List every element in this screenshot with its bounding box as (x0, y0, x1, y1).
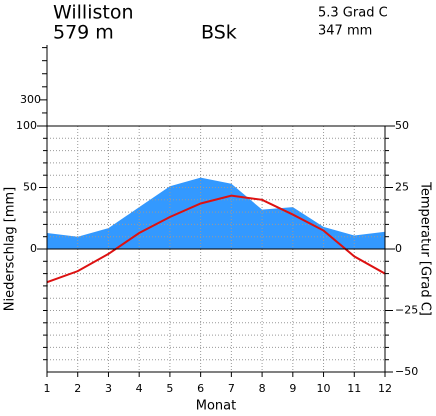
x-tick-label: 6 (197, 382, 204, 395)
y2-tick-label: 50 (395, 119, 409, 132)
annual-precipitation: 347 mm (318, 24, 372, 39)
x-tick-label: 8 (259, 382, 266, 395)
x-tick-label: 2 (74, 382, 81, 395)
x-tick-label: 12 (378, 382, 392, 395)
mean-temperature: 5.3 Grad C (318, 6, 388, 21)
x-tick-label: 10 (317, 382, 331, 395)
x-label: Monat (196, 399, 236, 414)
y2-tick-label: −25 (395, 304, 418, 317)
y2-tick-label: −50 (395, 365, 418, 378)
x-tick-label: 9 (289, 382, 296, 395)
y-tick-label: 0 (30, 242, 37, 255)
temperature-line (46, 194, 386, 284)
x-tick-label: 3 (105, 382, 112, 395)
x-tick-label: 4 (136, 382, 143, 395)
y2-tick-label: 0 (395, 242, 402, 255)
y-tick-label: 50 (23, 181, 37, 194)
x-tick-label: 1 (44, 382, 51, 395)
x-tick-label: 5 (166, 382, 173, 395)
station: Williston (53, 2, 134, 24)
y-tick-label: 300 (20, 93, 41, 106)
y-label: Niederschlag [mm] (3, 187, 18, 312)
x-tick-label: 11 (347, 382, 361, 395)
elevation: 579 m (53, 22, 114, 44)
precipitation-area (47, 177, 385, 249)
climate-class: BSk (201, 22, 237, 44)
y2-label: Temperatur [Grad C] (418, 181, 433, 316)
x-tick-label: 7 (228, 382, 235, 395)
y2-tick-label: 25 (395, 181, 409, 194)
y-tick-label: 100 (16, 119, 37, 132)
